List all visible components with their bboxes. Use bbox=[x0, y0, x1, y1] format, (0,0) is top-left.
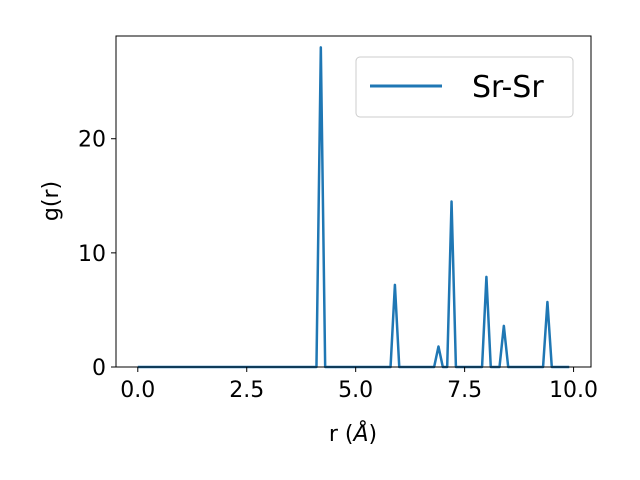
x-tick-label: 5.0 bbox=[338, 378, 373, 403]
plot-frame bbox=[115, 35, 592, 368]
legend: Sr-Sr bbox=[355, 56, 574, 118]
x-axis-label-unit: Å bbox=[351, 420, 368, 447]
y-tick-label: 10 bbox=[78, 242, 106, 267]
x-axis-label-close: ) bbox=[369, 422, 378, 447]
x-tick-label: 2.5 bbox=[229, 378, 264, 403]
x-axis-label: r (Å) bbox=[329, 420, 377, 447]
y-axis-ticks: 0 10 20 bbox=[78, 128, 116, 381]
x-tick-label: 0.0 bbox=[120, 378, 155, 403]
y-tick-label: 20 bbox=[78, 128, 106, 153]
x-axis-ticks: 0.0 2.5 5.0 7.5 10.0 bbox=[120, 367, 598, 403]
x-tick-label: 7.5 bbox=[447, 378, 482, 403]
y-axis-label: g(r) bbox=[39, 181, 64, 221]
x-axis-label-main: r ( bbox=[329, 422, 354, 447]
x-tick-label: 10.0 bbox=[549, 378, 598, 403]
legend-label: Sr-Sr bbox=[472, 70, 544, 105]
legend-box bbox=[355, 56, 574, 118]
y-tick-label: 0 bbox=[92, 356, 106, 381]
